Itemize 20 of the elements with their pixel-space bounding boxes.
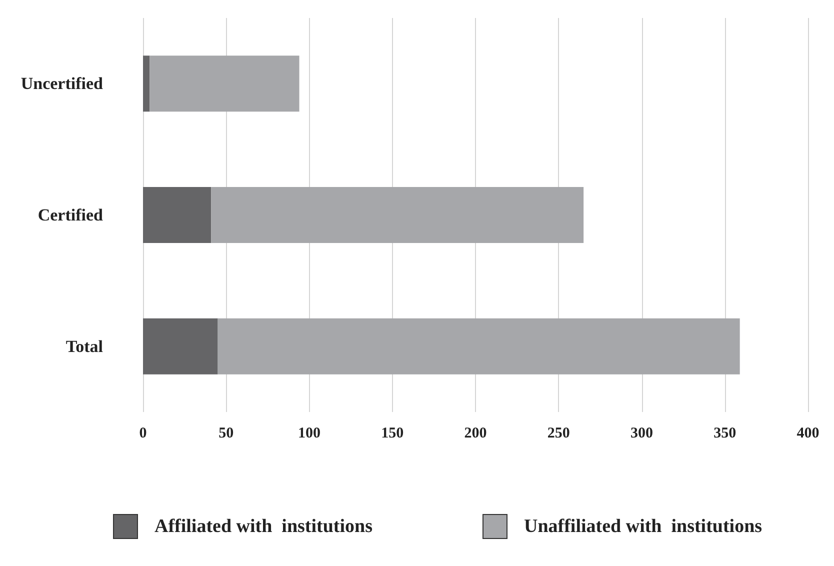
x-tick-label: 350 [714, 426, 736, 442]
x-tick-label: 50 [218, 426, 234, 442]
bar [150, 56, 300, 112]
bar [143, 318, 218, 374]
y-tick-label: Total [66, 336, 104, 356]
legend-label: Affiliated with institutions [154, 516, 372, 537]
x-tick-label: 250 [547, 426, 570, 442]
x-tick-label: 100 [298, 426, 320, 442]
bar [211, 187, 584, 243]
bar [218, 318, 740, 374]
x-tick-label: 400 [796, 426, 820, 442]
bar [143, 187, 212, 243]
bar [143, 56, 150, 112]
x-tick-label: 0 [139, 426, 147, 442]
x-tick-label: 200 [464, 426, 487, 442]
legend-label: Unaffiliated with institutions [524, 516, 762, 537]
x-tick-label: 150 [381, 426, 404, 442]
y-tick-label: Uncertified [20, 74, 104, 94]
y-tick-label: Certified [38, 206, 104, 224]
x-tick-label: 300 [630, 426, 653, 442]
